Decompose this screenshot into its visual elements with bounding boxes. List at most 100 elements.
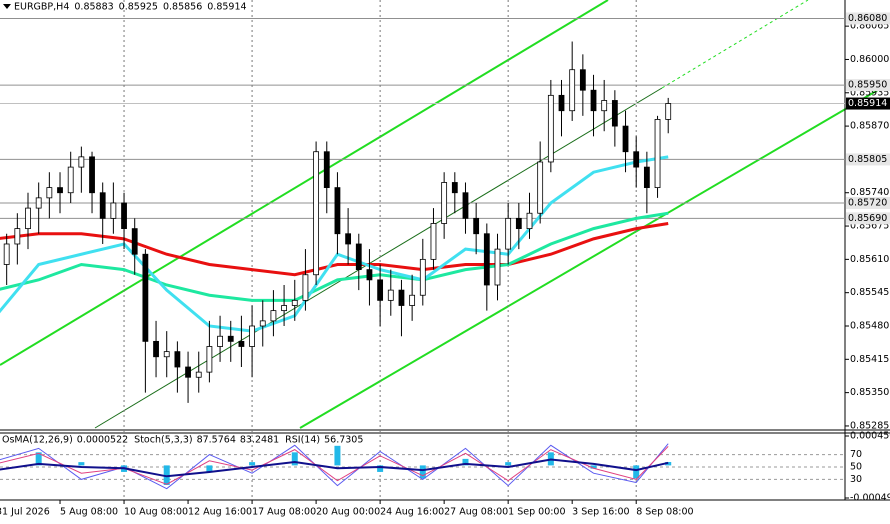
- y-tick-label: 0.85675: [850, 221, 889, 232]
- candle-body: [99, 192, 106, 219]
- candle-body: [366, 269, 373, 281]
- x-tick-label: 31 Jul 2026: [0, 507, 50, 518]
- x-tick-label: 5 Aug 08:00: [60, 507, 118, 518]
- x-tick-label: 12 Aug 16:00: [188, 507, 252, 518]
- candle-body: [483, 233, 490, 286]
- y-tick-label: 70: [850, 449, 862, 460]
- x-tick-label: 27 Aug 08:00: [444, 507, 508, 518]
- current-price-label: 0.85914: [848, 98, 887, 109]
- header-text: EURGBP,H4: [14, 2, 69, 13]
- level-label-bg: [846, 12, 890, 25]
- y-tick-label: 0.85610: [850, 254, 889, 265]
- histogram-bar: [633, 465, 640, 479]
- candle-body: [259, 320, 266, 327]
- candle-body: [185, 366, 191, 378]
- histogram-bar: [377, 465, 384, 472]
- y-tick-label: 0.86000: [850, 54, 889, 65]
- candle-body: [494, 248, 501, 286]
- y2-tick-label: -0.0004994: [850, 493, 890, 504]
- channel-upper: [0, 0, 609, 366]
- candle-body: [441, 182, 448, 224]
- y-tick-label: 0.85740: [850, 187, 889, 198]
- candle-body: [35, 197, 42, 209]
- candle-body: [398, 289, 405, 306]
- candle-body: [270, 310, 277, 322]
- candle-body: [579, 69, 586, 91]
- candle-body: [409, 294, 416, 306]
- candle-body: [323, 151, 330, 189]
- channel-extension: [661, 0, 809, 89]
- histogram-bar: [505, 462, 512, 466]
- candle-body: [430, 223, 437, 260]
- candle-body: [515, 217, 522, 230]
- level-label: 0.85805: [848, 154, 887, 165]
- candle-body: [195, 371, 202, 378]
- oscillator-line: [0, 446, 669, 485]
- grid: [0, 0, 845, 500]
- histogram-bar: [206, 465, 213, 472]
- candle-body: [302, 274, 309, 301]
- y2-tick-label: 0.0004504: [850, 431, 890, 442]
- current-price-bg: [846, 97, 890, 110]
- level-label-bg: [846, 79, 890, 92]
- candle-body: [334, 187, 341, 235]
- level-label: 0.86080: [848, 13, 887, 24]
- candle-body: [643, 166, 650, 189]
- oscillator-line: [0, 458, 669, 478]
- candle-body: [473, 217, 480, 235]
- candle-body: [665, 103, 672, 120]
- candle-body: [611, 100, 618, 127]
- candle-body: [558, 94, 565, 112]
- histogram-bar: [163, 465, 170, 485]
- candle-body: [217, 335, 223, 347]
- candle-body: [153, 340, 159, 358]
- indicator-header: 0.0000522: [77, 435, 128, 446]
- candle-body: [377, 279, 384, 301]
- y-tick-label: 0.85480: [850, 320, 889, 331]
- candle-body: [291, 299, 298, 306]
- candle-body: [174, 351, 181, 368]
- indicator-header: RSI(14): [285, 435, 320, 446]
- candle-body: [505, 217, 512, 250]
- histogram-bar: [291, 452, 298, 466]
- candle-body: [526, 212, 533, 230]
- candle-body: [78, 156, 85, 168]
- level-label: 0.85690: [848, 213, 887, 224]
- candle-body: [227, 335, 234, 342]
- moving-average: [0, 222, 669, 277]
- candle-body: [131, 228, 138, 255]
- x-tick-label: 10 Aug 08:00: [124, 507, 188, 518]
- candle-body: [142, 253, 149, 342]
- histogram-bar: [249, 462, 256, 466]
- indicator-header: Stoch(5,3,3): [134, 435, 192, 446]
- y-tick-label: 50: [850, 462, 862, 473]
- y-tick-label: 0.85545: [850, 287, 889, 298]
- candle-body: [206, 346, 213, 373]
- indicator-header: 56.7305: [324, 435, 363, 446]
- candle-body: [569, 69, 576, 112]
- y-tick-label: 0.85935: [850, 87, 889, 98]
- x-tick-label: 20 Aug 00:00: [316, 507, 380, 518]
- candle-body: [345, 233, 352, 245]
- header-text: 0.85925: [119, 2, 158, 13]
- candle-body: [622, 125, 629, 153]
- candle-body: [25, 207, 31, 230]
- candle-body: [654, 119, 661, 189]
- candle-body: [14, 228, 21, 245]
- indicator-header: 83.2481: [240, 435, 279, 446]
- candle-body: [601, 100, 608, 112]
- y-tick-label: 0.85350: [850, 387, 889, 398]
- indicator-header: 87.5764: [197, 435, 236, 446]
- x-tick-label: 1 Sep 00:00: [508, 507, 565, 518]
- candle-body: [238, 340, 245, 347]
- indicator-header: OsMA(12,26,9): [2, 435, 73, 446]
- candle-body: [57, 187, 63, 194]
- histogram-bar: [419, 465, 426, 479]
- histogram-bar: [590, 465, 597, 469]
- candle-body: [67, 166, 74, 194]
- y-tick-label: 0.85870: [850, 121, 889, 132]
